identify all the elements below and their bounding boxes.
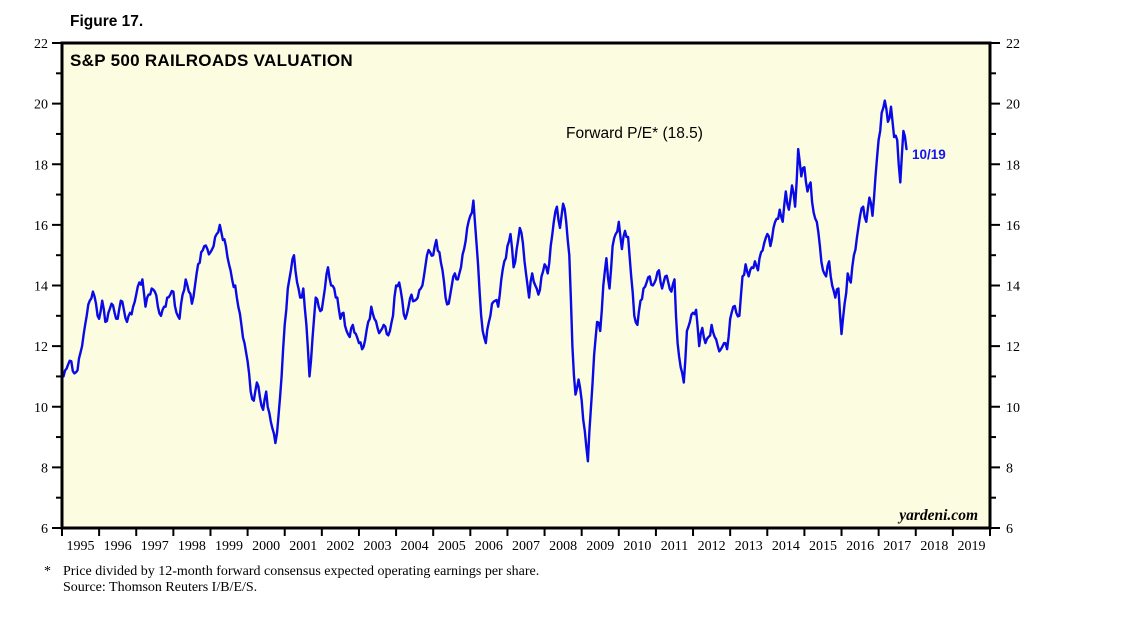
footnote: * Price divided by 12-month forward cons… bbox=[44, 564, 539, 596]
svg-text:16: 16 bbox=[34, 219, 48, 234]
svg-text:2016: 2016 bbox=[846, 539, 874, 554]
svg-text:1996: 1996 bbox=[104, 539, 132, 554]
svg-text:2009: 2009 bbox=[586, 539, 614, 554]
svg-text:10: 10 bbox=[34, 401, 48, 416]
svg-text:1997: 1997 bbox=[141, 539, 169, 554]
svg-text:18: 18 bbox=[34, 158, 48, 173]
svg-text:2013: 2013 bbox=[735, 539, 763, 554]
svg-text:2004: 2004 bbox=[401, 539, 429, 554]
latest-date-label: 10/19 bbox=[912, 147, 946, 162]
svg-text:20: 20 bbox=[1006, 98, 1020, 113]
y-axis-left: 6 8 10 12 14 16 18 20 22 bbox=[34, 37, 62, 537]
series-annotation: Forward P/E* (18.5) bbox=[566, 125, 703, 142]
svg-text:1995: 1995 bbox=[67, 539, 95, 554]
svg-text:8: 8 bbox=[1006, 461, 1013, 476]
svg-text:12: 12 bbox=[1006, 340, 1020, 355]
footnote-line2: Source: Thomson Reuters I/B/E/S. bbox=[63, 580, 258, 595]
svg-text:8: 8 bbox=[41, 461, 48, 476]
svg-text:10: 10 bbox=[1006, 401, 1020, 416]
svg-text:2007: 2007 bbox=[512, 539, 540, 554]
svg-text:18: 18 bbox=[1006, 158, 1020, 173]
y-axis-right: 6 8 10 12 14 16 18 20 22 bbox=[990, 37, 1020, 537]
figure-number-label: Figure 17. bbox=[70, 13, 144, 30]
svg-text:12: 12 bbox=[34, 340, 48, 355]
svg-text:22: 22 bbox=[34, 37, 48, 52]
svg-text:1998: 1998 bbox=[178, 539, 206, 554]
svg-text:2002: 2002 bbox=[326, 539, 354, 554]
svg-text:2014: 2014 bbox=[772, 539, 800, 554]
svg-text:2011: 2011 bbox=[661, 539, 688, 554]
chart-title: S&P 500 RAILROADS VALUATION bbox=[70, 51, 353, 70]
svg-text:2001: 2001 bbox=[289, 539, 317, 554]
svg-text:20: 20 bbox=[34, 98, 48, 113]
svg-text:14: 14 bbox=[34, 280, 48, 295]
footnote-marker: * bbox=[44, 564, 51, 579]
plot-background bbox=[62, 43, 990, 528]
svg-text:2010: 2010 bbox=[623, 539, 651, 554]
svg-text:1999: 1999 bbox=[215, 539, 243, 554]
svg-text:2003: 2003 bbox=[364, 539, 392, 554]
svg-text:16: 16 bbox=[1006, 219, 1020, 234]
watermark: yardeni.com bbox=[897, 507, 978, 524]
svg-text:2000: 2000 bbox=[252, 539, 280, 554]
forward-pe-line bbox=[62, 99, 908, 463]
plot-frame bbox=[60, 41, 992, 530]
svg-text:2005: 2005 bbox=[438, 539, 466, 554]
svg-text:2008: 2008 bbox=[549, 539, 577, 554]
x-axis: 1995 1996 1997 1998 1999 2000 2001 2002 2003 2004… bbox=[61, 528, 991, 554]
svg-text:2019: 2019 bbox=[957, 539, 985, 554]
svg-text:6: 6 bbox=[41, 522, 48, 537]
svg-text:2015: 2015 bbox=[809, 539, 837, 554]
svg-text:14: 14 bbox=[1006, 280, 1020, 295]
svg-text:6: 6 bbox=[1006, 522, 1013, 537]
svg-text:2006: 2006 bbox=[475, 539, 503, 554]
svg-text:2018: 2018 bbox=[920, 539, 948, 554]
svg-text:2017: 2017 bbox=[883, 539, 911, 554]
svg-text:2012: 2012 bbox=[698, 539, 726, 554]
svg-text:22: 22 bbox=[1006, 37, 1020, 52]
footnote-line1: Price divided by 12-month forward consen… bbox=[63, 564, 540, 579]
